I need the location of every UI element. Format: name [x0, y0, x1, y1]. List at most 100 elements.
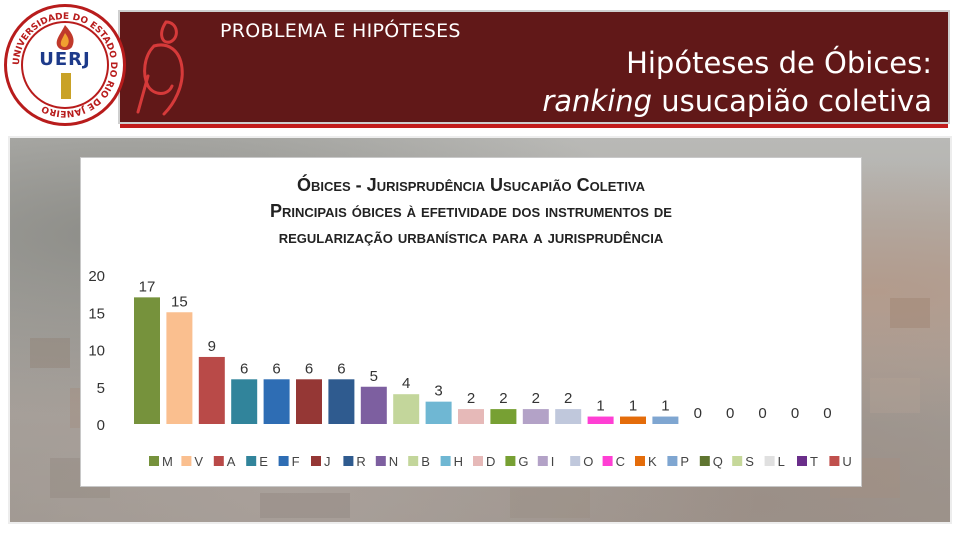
y-tick-label: 20: [88, 268, 105, 285]
legend-label: J: [324, 454, 331, 469]
legend-swatch: [667, 456, 678, 466]
legend-swatch: [764, 456, 775, 466]
legend-label: D: [486, 454, 495, 469]
data-label: 0: [726, 405, 734, 422]
legend-swatch: [311, 456, 321, 466]
legend-swatch: [408, 456, 419, 466]
legend-label: G: [518, 454, 528, 469]
bar-G: [490, 409, 517, 424]
legend-swatch: [797, 456, 807, 466]
chart-title-line2: Principais óbices à efetividade dos inst…: [270, 201, 672, 221]
bar-K: [620, 416, 646, 424]
bar-F: [263, 379, 290, 424]
y-tick-label: 5: [97, 380, 105, 397]
bar-N: [360, 386, 387, 424]
data-label: 6: [240, 360, 248, 377]
legend-label: M: [162, 454, 173, 469]
legend-label: F: [292, 454, 300, 469]
chart-card: Óbices - Jurisprudência Usucapião Coleti…: [80, 157, 862, 487]
data-label: 2: [532, 390, 540, 407]
legend-swatch: [375, 456, 386, 466]
legend-swatch: [602, 456, 613, 466]
legend-label: T: [810, 454, 818, 469]
data-label: 0: [758, 405, 766, 422]
data-label: 0: [791, 405, 799, 422]
legend-swatch: [246, 456, 257, 466]
legend-swatch: [473, 456, 483, 466]
torch-icon: [61, 73, 71, 99]
bar-D: [458, 409, 484, 424]
figure-icon: [136, 20, 184, 116]
legend-swatch: [440, 456, 451, 466]
data-label: 5: [370, 368, 378, 385]
data-label: 1: [596, 398, 604, 415]
logo-word: UERJ: [39, 49, 91, 70]
chart-title-line1: Óbices - Jurisprudência Usucapião Coleti…: [296, 175, 646, 195]
legend-label: S: [745, 454, 754, 469]
bar-E: [231, 379, 258, 424]
slide-title-italic: ranking: [542, 84, 653, 118]
legend-label: B: [421, 454, 430, 469]
data-label: 3: [434, 383, 442, 400]
legend-label: H: [454, 454, 463, 469]
y-tick-label: 10: [88, 343, 105, 360]
legend-label: K: [648, 454, 657, 469]
data-label: 4: [402, 375, 410, 392]
data-label: 2: [564, 390, 572, 407]
legend-label: L: [778, 454, 785, 469]
y-tick-label: 0: [97, 417, 105, 434]
bar-J: [296, 379, 322, 424]
data-label: 6: [305, 360, 313, 377]
data-label: 17: [139, 278, 156, 295]
data-label: 1: [661, 398, 669, 415]
legend-swatch: [570, 456, 581, 466]
legend-swatch: [732, 456, 743, 466]
legend-label: P: [680, 454, 689, 469]
header-band: [118, 10, 950, 128]
legend-swatch: [278, 456, 289, 466]
legend-swatch: [505, 456, 516, 466]
legend-label: C: [616, 454, 625, 469]
bar-I: [522, 409, 549, 424]
bar-A: [198, 356, 225, 424]
bar-O: [555, 409, 582, 424]
bar-V: [166, 312, 193, 424]
data-label: 2: [467, 390, 475, 407]
section-title: PROBLEMA E HIPÓTESES: [220, 20, 461, 42]
legend-label: U: [842, 454, 851, 469]
y-tick-label: 15: [88, 305, 105, 322]
bar-M: [134, 297, 160, 424]
uerj-logo: UNIVERSIDADE DO ESTADO DO RIO DE JANEIRO…: [4, 4, 126, 126]
legend-swatch: [213, 456, 224, 466]
bar-H: [425, 401, 452, 424]
data-label: 15: [171, 293, 188, 310]
legend-swatch: [829, 456, 840, 466]
data-label: 0: [823, 405, 831, 422]
legend-swatch: [343, 456, 354, 466]
slide-title-line2: ranking usucapião coletiva: [542, 82, 932, 120]
legend-swatch: [149, 456, 159, 466]
chart-title-line3: regularização urbanística para a jurispr…: [278, 227, 664, 247]
bar-B: [393, 394, 420, 424]
legend-swatch: [635, 456, 645, 466]
slide-title-line1: Hipóteses de Óbices:: [626, 46, 932, 80]
data-label: 0: [694, 405, 702, 422]
legend-swatch: [537, 456, 548, 466]
legend-swatch: [181, 456, 192, 466]
legend-label: E: [259, 454, 268, 469]
logo-inner-ring: [21, 21, 109, 109]
data-label: 2: [499, 390, 507, 407]
legend-swatch: [699, 456, 710, 466]
data-label: 6: [337, 360, 345, 377]
legend-label: Q: [713, 454, 723, 469]
legend-label: R: [356, 454, 365, 469]
slide-title: Hipóteses de Óbices: ranking usucapião c…: [542, 44, 932, 120]
bar-R: [328, 379, 355, 424]
bar-P: [652, 416, 679, 424]
legend-label: A: [227, 454, 236, 469]
bar-C: [587, 416, 614, 424]
legend-label: O: [583, 454, 593, 469]
data-label: 9: [208, 338, 216, 355]
flame-icon: [56, 25, 74, 50]
legend-label: I: [551, 454, 555, 469]
